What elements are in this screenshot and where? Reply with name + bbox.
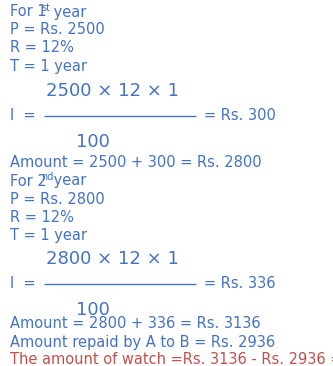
Text: st: st: [41, 3, 50, 13]
Text: T = 1 year: T = 1 year: [10, 228, 87, 243]
Text: Amount repaid by A to B = Rs. 2936: Amount repaid by A to B = Rs. 2936: [10, 335, 275, 350]
Text: = Rs. 300: = Rs. 300: [204, 108, 276, 123]
Text: The amount of watch =Rs. 3136 - Rs. 2936 = Rs. 200: The amount of watch =Rs. 3136 - Rs. 2936…: [10, 352, 333, 366]
Text: R = 12%: R = 12%: [10, 41, 74, 56]
Text: = Rs. 336: = Rs. 336: [204, 276, 275, 291]
Text: nd: nd: [41, 172, 53, 182]
Text: year: year: [49, 173, 86, 188]
Text: 100: 100: [76, 301, 110, 319]
Text: I  =: I =: [10, 108, 36, 123]
Text: Amount = 2800 + 336 = Rs. 3136: Amount = 2800 + 336 = Rs. 3136: [10, 317, 261, 332]
Text: P = Rs. 2500: P = Rs. 2500: [10, 22, 105, 37]
Text: I  =: I =: [10, 276, 36, 291]
Text: T = 1 year: T = 1 year: [10, 59, 87, 74]
Text: 100: 100: [76, 133, 110, 151]
Text: For 1: For 1: [10, 4, 47, 19]
Text: P = Rs. 2800: P = Rs. 2800: [10, 191, 105, 206]
Text: Amount = 2500 + 300 = Rs. 2800: Amount = 2500 + 300 = Rs. 2800: [10, 156, 262, 171]
Text: 2500 × 12 × 1: 2500 × 12 × 1: [46, 82, 179, 100]
Text: 2800 × 12 × 1: 2800 × 12 × 1: [46, 250, 179, 268]
Text: R = 12%: R = 12%: [10, 209, 74, 224]
Text: year: year: [49, 4, 86, 19]
Text: For 2: For 2: [10, 173, 47, 188]
